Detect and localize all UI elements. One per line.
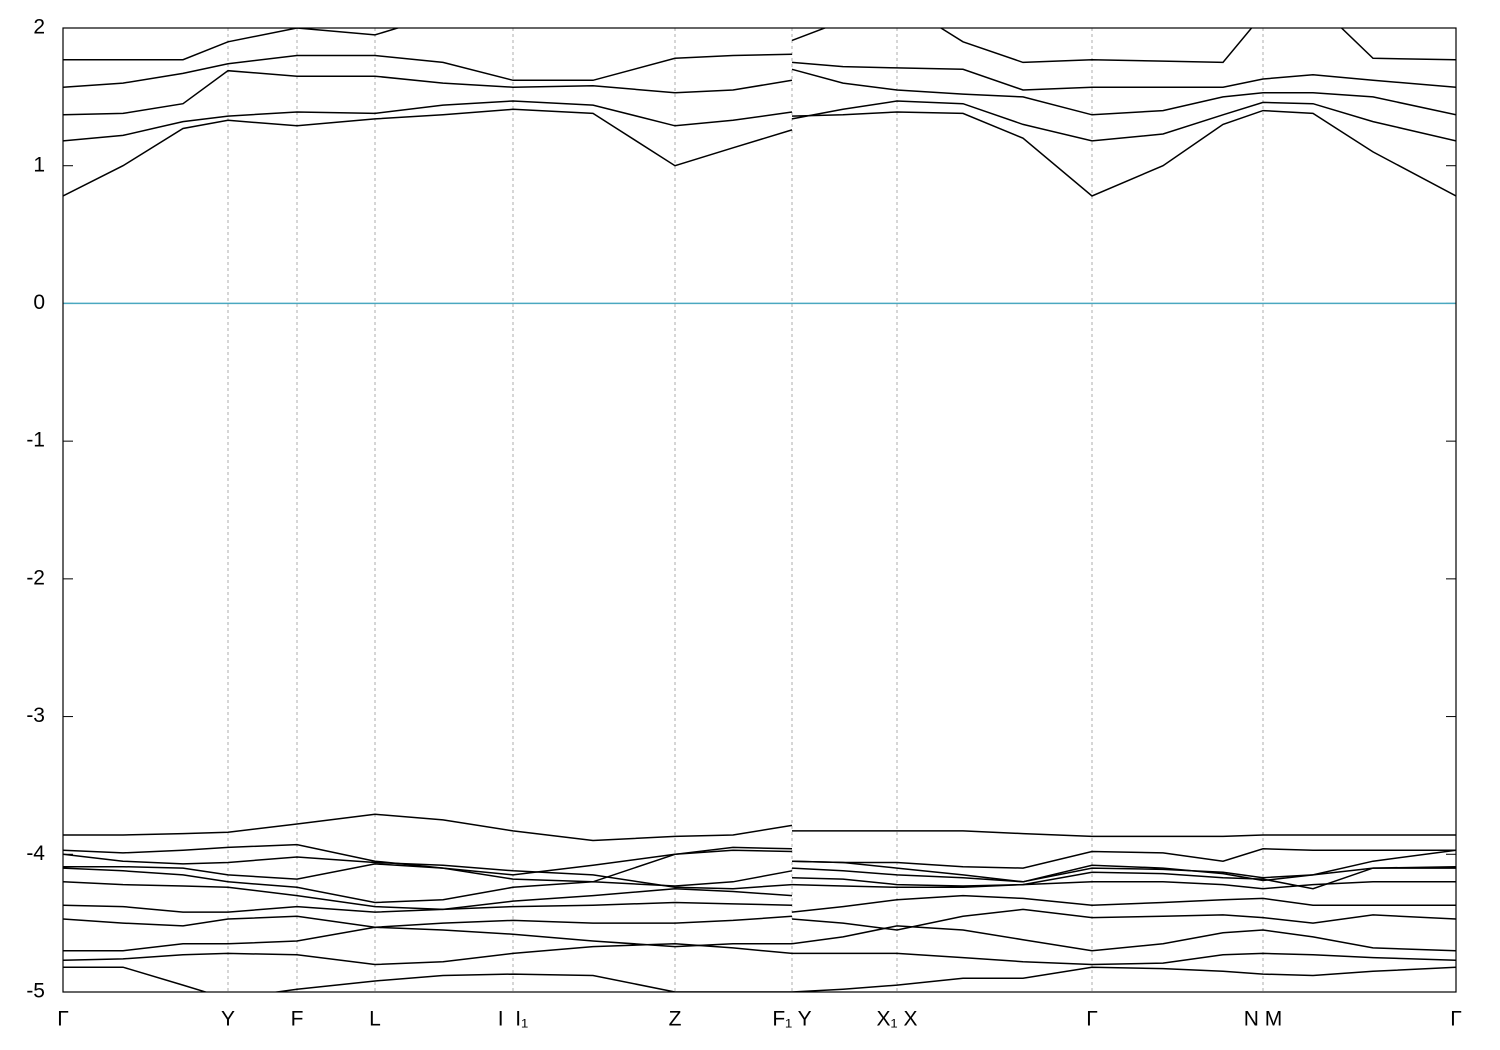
- band-line: [63, 867, 1456, 904]
- band-line: [63, 100, 1456, 142]
- y-tick-label: 2: [33, 16, 45, 39]
- plot-area: [63, 28, 1456, 992]
- plot-frame: [62, 27, 1457, 993]
- y-tick-label: -4: [26, 842, 45, 865]
- band-line: [63, 53, 1456, 91]
- band-line: [63, 943, 1456, 966]
- band-line: [63, 108, 1456, 197]
- x-tick-label: N M: [1244, 1008, 1283, 1031]
- x-tick-label: F: [291, 1008, 304, 1031]
- x-tick-label: X₁ X: [877, 1008, 918, 1031]
- x-tick-label: L: [369, 1008, 381, 1031]
- y-tick-label: 0: [33, 291, 45, 314]
- band-line: [63, 908, 1456, 931]
- x-tick-label: F₁ Y: [772, 1008, 811, 1031]
- y-tick-label: -5: [26, 980, 45, 1003]
- band-line: [63, 846, 1456, 883]
- band-line: [63, 813, 1456, 842]
- band-line: [63, 68, 1456, 116]
- x-tick-label: Γ: [57, 1008, 69, 1031]
- band-line: [63, 925, 1456, 952]
- x-tick-label: Y: [221, 1008, 235, 1031]
- x-tick-label: Γ: [1450, 1008, 1462, 1031]
- band-line: [63, 966, 1456, 992]
- y-tick-label: -2: [26, 566, 45, 589]
- band-line: [63, 894, 1456, 913]
- y-tick-label: 1: [33, 153, 45, 176]
- y-tick-label: -3: [26, 704, 45, 727]
- band-line: [63, 881, 1456, 911]
- band-line: [63, 848, 1456, 890]
- band-line: [63, 28, 1456, 64]
- x-tick-label: I I₁: [498, 1008, 528, 1031]
- y-tick-label: -1: [26, 429, 45, 452]
- x-tick-label: Z: [669, 1008, 682, 1031]
- x-tick-label: Γ: [1086, 1008, 1098, 1031]
